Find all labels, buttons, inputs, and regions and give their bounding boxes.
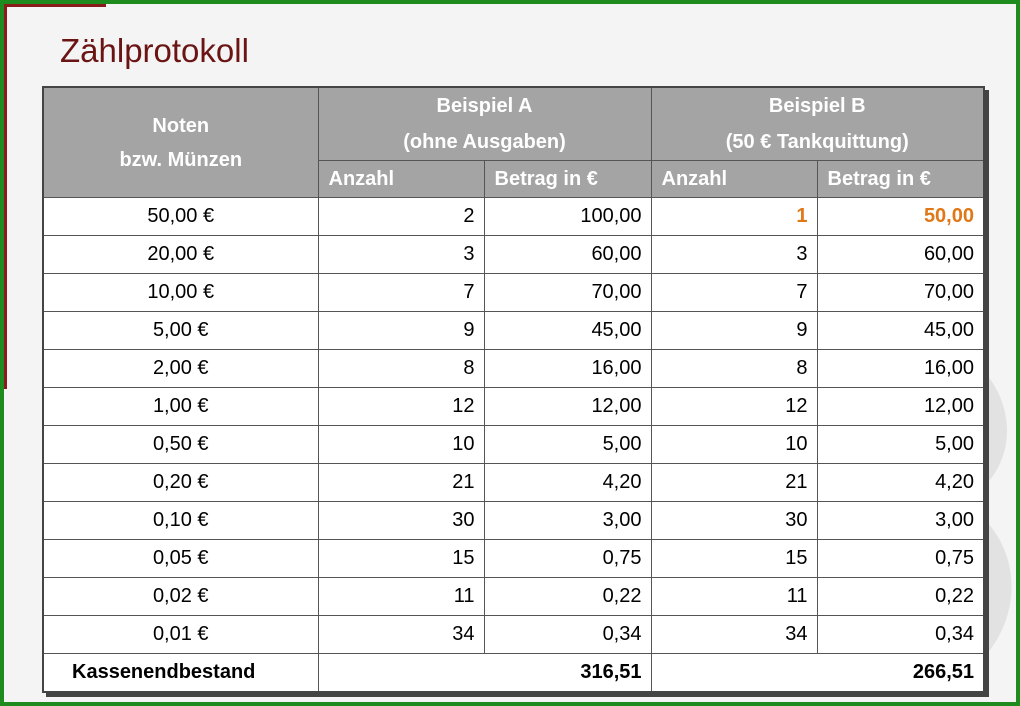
a-amount-cell: 60,00 (483, 235, 652, 274)
denomination-cell: 1,00 € (42, 387, 319, 426)
total-b: 266,51 (650, 653, 985, 692)
a-amount-cell: 0,75 (483, 539, 652, 578)
a-amount-cell: 16,00 (483, 349, 652, 388)
a-amount-cell: 100,00 (483, 197, 652, 236)
b-amount-cell: 5,00 (816, 425, 985, 464)
table-row: 10,00 €7 70,00 7 70,00 (42, 273, 985, 312)
a-count-cell: 9 (317, 311, 485, 350)
b-amount-cell: 70,00 (816, 273, 985, 312)
table-row: 0,50 €10 5,00 10 5,00 (42, 425, 985, 464)
denomination-cell: 5,00 € (42, 311, 319, 350)
a-count-cell: 12 (317, 387, 485, 426)
a-amount-cell: 0,34 (483, 615, 652, 654)
total-a: 316,51 (317, 653, 652, 692)
b-count-cell: 15 (650, 539, 818, 578)
denomination-cell: 0,05 € (42, 539, 319, 578)
header-group-a-line2: (ohne Ausgaben) (403, 131, 566, 153)
a-amount-cell: 5,00 (483, 425, 652, 464)
a-count-cell: 21 (317, 463, 485, 502)
header-denomination: Noten bzw. Münzen (42, 86, 319, 198)
a-amount-cell: 12,00 (483, 387, 652, 426)
table-body: 50,00 €2 100,00 1 50,00 20,00 €3 60,00 3 60,00 1… (42, 197, 985, 692)
a-count-cell: 10 (317, 425, 485, 464)
denomination-cell: 20,00 € (42, 235, 319, 274)
b-amount-cell: 0,75 (816, 539, 985, 578)
a-count-cell: 11 (317, 577, 485, 616)
b-amount-cell: 50,00 (816, 197, 985, 236)
table-row: 5,00 €9 45,00 9 45,00 (42, 311, 985, 350)
b-amount-cell: 45,00 (816, 311, 985, 350)
table-row: 20,00 €3 60,00 3 60,00 (42, 235, 985, 274)
b-amount-cell: 12,00 (816, 387, 985, 426)
a-count-cell: 8 (317, 349, 485, 388)
b-amount-cell: 60,00 (816, 235, 985, 274)
denomination-cell: 10,00 € (42, 273, 319, 312)
table-row: 0,01 €34 0,34 34 0,34 (42, 615, 985, 654)
table-row: 0,10 €30 3,00 30 3,00 (42, 501, 985, 540)
denomination-cell: 0,01 € (42, 615, 319, 654)
table-row: 1,00 €12 12,00 12 12,00 (42, 387, 985, 426)
b-count-cell: 9 (650, 311, 818, 350)
denomination-cell: 50,00 € (42, 197, 319, 236)
table-row: 0,05 €15 0,75 15 0,75 (42, 539, 985, 578)
a-amount-cell: 3,00 (483, 501, 652, 540)
header-denomination-line2: bzw. Münzen (119, 148, 243, 171)
header-group-a-line1: Beispiel A (436, 95, 533, 117)
table-row: 0,20 €21 4,20 21 4,20 (42, 463, 985, 502)
b-count-cell: 8 (650, 349, 818, 388)
b-amount-cell: 4,20 (816, 463, 985, 502)
denomination-cell: 0,20 € (42, 463, 319, 502)
header-a-amount: Betrag in € (483, 160, 652, 198)
a-count-cell: 7 (317, 273, 485, 312)
table-row: 0,02 €11 0,22 11 0,22 (42, 577, 985, 616)
denomination-cell: 0,50 € (42, 425, 319, 464)
denomination-cell: 2,00 € (42, 349, 319, 388)
b-amount-cell: 3,00 (816, 501, 985, 540)
header-b-count: Anzahl (650, 160, 818, 198)
b-count-cell: 1 (650, 197, 818, 236)
header-group-a: Beispiel A (ohne Ausgaben) (317, 86, 652, 161)
a-count-cell: 34 (317, 615, 485, 654)
denomination-cell: 0,02 € (42, 577, 319, 616)
page-title: Zählprotokoll (60, 32, 249, 69)
table-row: 2,00 €8 16,00 8 16,00 (42, 349, 985, 388)
header-group-b-line2: (50 € Tankquittung) (725, 131, 909, 153)
a-count-cell: 30 (317, 501, 485, 540)
denomination-cell: 0,10 € (42, 501, 319, 540)
a-amount-cell: 0,22 (483, 577, 652, 616)
b-amount-cell: 0,22 (816, 577, 985, 616)
a-amount-cell: 70,00 (483, 273, 652, 312)
b-amount-cell: 16,00 (816, 349, 985, 388)
b-amount-cell: 0,34 (816, 615, 985, 654)
accent-bar-left (4, 4, 7, 389)
a-amount-cell: 45,00 (483, 311, 652, 350)
header-b-amount: Betrag in € (816, 160, 985, 198)
count-protocol-table: Noten bzw. Münzen Beispiel A (ohne Ausga… (42, 86, 985, 693)
total-row: Kassenendbestand 316,51 266,51 (42, 653, 985, 692)
a-count-cell: 3 (317, 235, 485, 274)
a-count-cell: 15 (317, 539, 485, 578)
header-group-b: Beispiel B (50 € Tankquittung) (650, 86, 985, 161)
a-count-cell: 2 (317, 197, 485, 236)
b-count-cell: 11 (650, 577, 818, 616)
b-count-cell: 34 (650, 615, 818, 654)
b-count-cell: 3 (650, 235, 818, 274)
b-count-cell: 7 (650, 273, 818, 312)
a-amount-cell: 4,20 (483, 463, 652, 502)
b-count-cell: 21 (650, 463, 818, 502)
total-label: Kassenendbestand (42, 653, 319, 692)
accent-bar-top (4, 4, 106, 7)
header-a-count: Anzahl (317, 160, 485, 198)
b-count-cell: 12 (650, 387, 818, 426)
table-row: 50,00 €2 100,00 1 50,00 (42, 197, 985, 236)
b-count-cell: 30 (650, 501, 818, 540)
b-count-cell: 10 (650, 425, 818, 464)
header-denomination-line1: Noten (152, 114, 210, 137)
header-group-b-line1: Beispiel B (768, 95, 866, 117)
